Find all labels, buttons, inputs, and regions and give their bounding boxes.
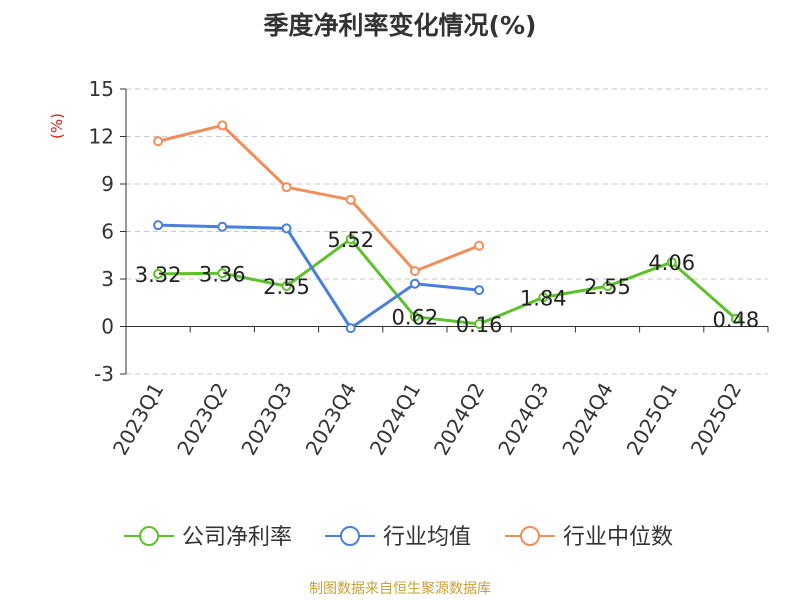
legend-item: 公司净利率: [124, 525, 292, 550]
legend-label: 行业中位数: [563, 525, 673, 550]
series-1: [153, 220, 485, 334]
y-tick-label: 3: [101, 267, 114, 291]
axes: [120, 88, 769, 375]
data-point: [474, 318, 485, 329]
legend-marker: [139, 526, 159, 546]
data-point: [217, 221, 228, 232]
y-tick-label: 0: [101, 315, 114, 339]
x-tick-label: 2025Q2: [686, 379, 746, 460]
series-2: [153, 120, 485, 277]
data-point: [345, 323, 356, 334]
data-point: [153, 220, 164, 231]
source-note: 制图数据来自恒生聚源数据库: [309, 581, 491, 597]
y-tick-label: 9: [101, 172, 114, 196]
y-tick-label: 15: [89, 77, 114, 101]
data-point: [474, 240, 485, 251]
x-tick-label: 2023Q2: [172, 379, 232, 460]
y-tick-label: -3: [94, 362, 114, 386]
grid-lines: [126, 88, 768, 375]
y-axis-label: (%): [48, 113, 66, 139]
data-point: [602, 281, 613, 292]
x-tick-label: 2024Q2: [429, 378, 489, 459]
legend-item: 行业均值: [325, 525, 471, 550]
data-point: [153, 268, 164, 279]
data-label: 0.16: [456, 313, 503, 337]
x-tick-labels: 2023Q1 2023Q2 2023Q3 2023Q4 2024Q1 2024Q2 2024…: [108, 378, 746, 459]
data-point: [409, 278, 420, 289]
data-point: [474, 285, 485, 296]
data-point: [345, 234, 356, 245]
data-label: 1.84: [520, 286, 567, 310]
data-point: [345, 194, 356, 205]
data-point: [217, 268, 228, 279]
data-point: [730, 313, 741, 324]
data-point: [409, 266, 420, 277]
data-label: 3.36: [199, 262, 246, 286]
data-label: 3.32: [135, 263, 182, 287]
legend-marker: [520, 526, 540, 546]
data-label: 5.52: [327, 228, 374, 252]
x-tick-label: 2023Q1: [108, 379, 168, 460]
series-line: [158, 237, 737, 326]
legend-label: 公司净利率: [182, 525, 292, 550]
x-tick-label: 2024Q4: [557, 379, 617, 460]
x-tick-label: 2024Q1: [365, 379, 425, 460]
x-tick-label: 2023Q4: [301, 379, 361, 460]
data-point: [666, 257, 677, 268]
y-tick-label: 12: [89, 125, 114, 149]
series-line: [157, 123, 480, 273]
legend-marker: [340, 526, 360, 546]
series-line: [158, 223, 480, 330]
x-tick-label: 2024Q3: [493, 379, 553, 460]
chart-title: 季度净利率变化情况(%): [263, 11, 537, 40]
data-label: 4.06: [648, 251, 695, 275]
legend-item: 行业中位数: [505, 525, 673, 550]
data-point: [409, 311, 420, 322]
data-label: 0.62: [392, 306, 439, 330]
data-point: [538, 292, 549, 303]
y-tick-label: 6: [101, 220, 114, 244]
data-point: [153, 136, 164, 147]
series-lines: [153, 120, 741, 334]
series-0: [153, 234, 741, 329]
x-tick-label: 2023Q3: [236, 379, 296, 460]
data-point: [281, 281, 292, 292]
data-point: [281, 182, 292, 193]
data-label: 2.55: [584, 275, 631, 299]
y-tick-labels: -3 0 3 6 9 12 15: [89, 77, 114, 386]
data-point: [217, 120, 228, 131]
data-label: 2.55: [263, 275, 310, 299]
data-labels: 3.32 3.36 2.55 5.52 0.62 0.16 1.84 2.55 4.06 0.48: [135, 228, 760, 337]
x-tick-label: 2025Q1: [622, 379, 682, 460]
legend: 公司净利率 行业均值 行业中位数: [124, 525, 673, 550]
data-point: [281, 223, 292, 234]
data-label: 0.48: [713, 308, 760, 332]
legend-label: 行业均值: [383, 525, 471, 550]
